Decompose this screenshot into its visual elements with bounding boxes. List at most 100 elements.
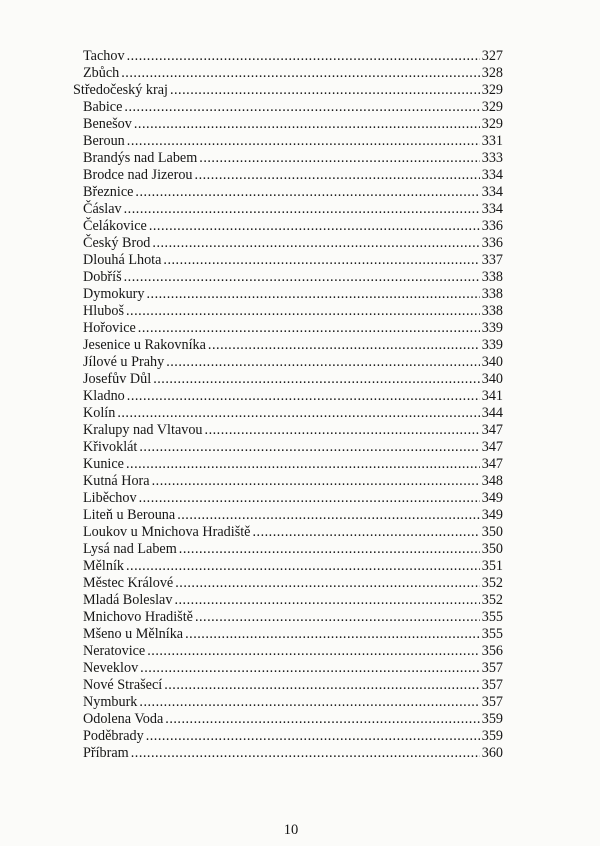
toc-entry: Neratovice 356: [73, 643, 503, 660]
toc-entry: Tachov 327: [73, 48, 503, 65]
toc-entry: Městec Králové 352: [73, 575, 503, 592]
toc-entry: Kutná Hora 348: [73, 473, 503, 490]
dot-leader: [164, 677, 480, 694]
toc-entry-title: Babice: [83, 99, 123, 115]
toc-entry: Čáslav 334: [73, 201, 503, 218]
toc-entry-page: 359: [481, 728, 503, 744]
dot-leader: [175, 575, 480, 592]
toc-entry: Jílové u Prahy 340: [73, 354, 503, 371]
toc-entry-page: 349: [481, 490, 503, 506]
toc-entry-page: 338: [481, 303, 503, 319]
toc-entry-title: Nymburk: [83, 694, 138, 710]
toc-entry-title: Tachov: [83, 48, 125, 64]
toc-entry: Čelákovice 336: [73, 218, 503, 235]
toc-entry-page: 352: [481, 592, 503, 608]
toc-entry: Kolín 344: [73, 405, 503, 422]
toc-entry-title: Čelákovice: [83, 218, 147, 234]
toc-entry-page: 329: [481, 82, 503, 98]
dot-leader: [126, 558, 480, 575]
toc-entry-title: Kralupy nad Vltavou: [83, 422, 203, 438]
toc-entry-page: 344: [481, 405, 503, 421]
toc-entry: Beroun 331: [73, 133, 503, 150]
dot-leader: [134, 116, 480, 133]
toc-entry: Lysá nad Labem 350: [73, 541, 503, 558]
toc-entry: Mladá Boleslav 352: [73, 592, 503, 609]
toc-entry-page: 357: [481, 677, 503, 693]
toc-entry-page: 341: [481, 388, 503, 404]
toc-entry-page: 350: [481, 541, 503, 557]
toc-entry-page: 350: [481, 524, 503, 540]
toc-entry-page: 327: [481, 48, 503, 64]
dot-leader: [126, 456, 480, 473]
toc-entry-title: Loukov u Mnichova Hradiště: [83, 524, 251, 540]
dot-leader: [124, 269, 480, 286]
toc-entry-title: Mladá Boleslav: [83, 592, 173, 608]
toc-entry-title: Dymokury: [83, 286, 145, 302]
dot-leader: [152, 473, 480, 490]
dot-leader: [127, 48, 480, 65]
dot-leader: [146, 728, 480, 745]
toc-entry-page: 347: [481, 456, 503, 472]
toc-entry: Loukov u Mnichova Hradiště 350: [73, 524, 503, 541]
toc-entry-page: 334: [481, 167, 503, 183]
dot-leader: [146, 286, 479, 303]
toc-entry-title: Odolena Voda: [83, 711, 164, 727]
toc-entry: Mnichovo Hradiště 355: [73, 609, 503, 626]
toc-entry-page: 338: [481, 269, 503, 285]
toc-entry-page: 334: [481, 201, 503, 217]
dot-leader: [135, 184, 479, 201]
toc-entry-title: Dobříš: [83, 269, 122, 285]
toc-entry-title: Kolín: [83, 405, 116, 421]
toc-entry-page: 357: [481, 694, 503, 710]
toc-entry-title: Kladno: [83, 388, 125, 404]
dot-leader: [208, 337, 480, 354]
toc-entry: Josefův Důl 340: [73, 371, 503, 388]
toc-entry-page: 357: [481, 660, 503, 676]
dot-leader: [177, 507, 480, 524]
dot-leader: [153, 371, 480, 388]
toc-entry: Březnice 334: [73, 184, 503, 201]
toc-entry-page: 352: [481, 575, 503, 591]
toc-entry-page: 355: [481, 609, 503, 625]
toc-entry-title: Nové Strašecí: [83, 677, 163, 693]
dot-leader: [138, 320, 480, 337]
toc-entry: Mělník 351: [73, 558, 503, 575]
dot-leader: [131, 745, 480, 762]
toc-entry-title: Mšeno u Mělníka: [83, 626, 184, 642]
toc-entry: Dlouhá Lhota 337: [73, 252, 503, 269]
dot-leader: [124, 99, 479, 116]
toc-entry-title: Brodce nad Jizerou: [83, 167, 193, 183]
dot-leader: [205, 422, 480, 439]
toc-entry-title: Dlouhá Lhota: [83, 252, 162, 268]
dot-leader: [124, 201, 480, 218]
dot-leader: [149, 218, 480, 235]
toc-entry: Nymburk 357: [73, 694, 503, 711]
dot-leader: [139, 490, 480, 507]
dot-leader: [174, 592, 479, 609]
toc-entry-title: Josefův Důl: [83, 371, 152, 387]
dot-leader: [170, 82, 480, 99]
toc-entry-page: 336: [481, 235, 503, 251]
toc-entry: Dymokury 338: [73, 286, 503, 303]
toc-entry-page: 360: [481, 745, 503, 761]
dot-leader: [195, 167, 480, 184]
dot-leader: [117, 405, 479, 422]
toc-entry-page: 328: [481, 65, 503, 81]
table-of-contents: Tachov 327 Zbůch 328 Středočeský kraj 329 Babi…: [73, 48, 503, 762]
toc-entry-title: Zbůch: [83, 65, 120, 81]
toc-entry: Brodce nad Jizerou 334: [73, 167, 503, 184]
toc-entry: Kunice 347: [73, 456, 503, 473]
toc-entry-title: Čáslav: [83, 201, 122, 217]
toc-entry-title: Středočeský kraj: [73, 82, 168, 98]
dot-leader: [127, 388, 480, 405]
toc-entry-page: 333: [481, 150, 503, 166]
toc-entry-title: Křivoklát: [83, 439, 138, 455]
toc-entry-page: 339: [481, 337, 503, 353]
toc-entry: Benešov 329: [73, 116, 503, 133]
toc-entry-title: Hluboš: [83, 303, 124, 319]
toc-entry-title: Jílové u Prahy: [83, 354, 165, 370]
toc-entry-title: Příbram: [83, 745, 129, 761]
toc-entry-page: 329: [481, 99, 503, 115]
toc-entry: Dobříš 338: [73, 269, 503, 286]
toc-entry-page: 334: [481, 184, 503, 200]
